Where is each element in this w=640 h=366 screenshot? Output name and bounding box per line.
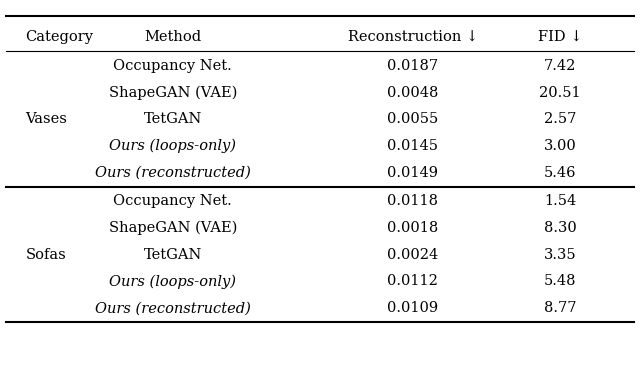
Text: ShapeGAN (VAE): ShapeGAN (VAE) bbox=[109, 221, 237, 235]
Text: 0.0018: 0.0018 bbox=[387, 221, 438, 235]
Text: 0.0118: 0.0118 bbox=[387, 194, 438, 208]
Text: 5.46: 5.46 bbox=[544, 166, 576, 180]
Text: 7.42: 7.42 bbox=[544, 59, 576, 73]
Text: 0.0112: 0.0112 bbox=[387, 274, 438, 288]
Text: Ours (reconstructed): Ours (reconstructed) bbox=[95, 166, 251, 180]
Text: 2.57: 2.57 bbox=[544, 112, 576, 126]
Text: Ours (reconstructed): Ours (reconstructed) bbox=[95, 301, 251, 315]
Text: 5.48: 5.48 bbox=[544, 274, 576, 288]
Text: FID ↓: FID ↓ bbox=[538, 30, 582, 44]
Text: 0.0187: 0.0187 bbox=[387, 59, 438, 73]
Text: Occupancy Net.: Occupancy Net. bbox=[113, 59, 232, 73]
Text: Category: Category bbox=[26, 30, 93, 44]
Text: 1.54: 1.54 bbox=[544, 194, 576, 208]
Text: 3.00: 3.00 bbox=[543, 139, 577, 153]
Text: TetGAN: TetGAN bbox=[143, 112, 202, 126]
Text: 0.0145: 0.0145 bbox=[387, 139, 438, 153]
Text: Sofas: Sofas bbox=[26, 248, 67, 262]
Text: 0.0024: 0.0024 bbox=[387, 248, 438, 262]
Text: 8.77: 8.77 bbox=[544, 301, 576, 315]
Text: Ours (loops-only): Ours (loops-only) bbox=[109, 274, 236, 289]
Text: 3.35: 3.35 bbox=[544, 248, 576, 262]
Text: 0.0055: 0.0055 bbox=[387, 112, 438, 126]
Text: Occupancy Net.: Occupancy Net. bbox=[113, 194, 232, 208]
Text: TetGAN: TetGAN bbox=[143, 248, 202, 262]
Text: 20.51: 20.51 bbox=[539, 86, 581, 100]
Text: 0.0109: 0.0109 bbox=[387, 301, 438, 315]
Text: Ours (loops-only): Ours (loops-only) bbox=[109, 139, 236, 153]
Text: Vases: Vases bbox=[26, 112, 67, 126]
Text: ShapeGAN (VAE): ShapeGAN (VAE) bbox=[109, 85, 237, 100]
Text: 8.30: 8.30 bbox=[543, 221, 577, 235]
Text: Reconstruction ↓: Reconstruction ↓ bbox=[348, 30, 478, 44]
Text: 0.0048: 0.0048 bbox=[387, 86, 438, 100]
Text: 0.0149: 0.0149 bbox=[387, 166, 438, 180]
Text: Method: Method bbox=[144, 30, 202, 44]
